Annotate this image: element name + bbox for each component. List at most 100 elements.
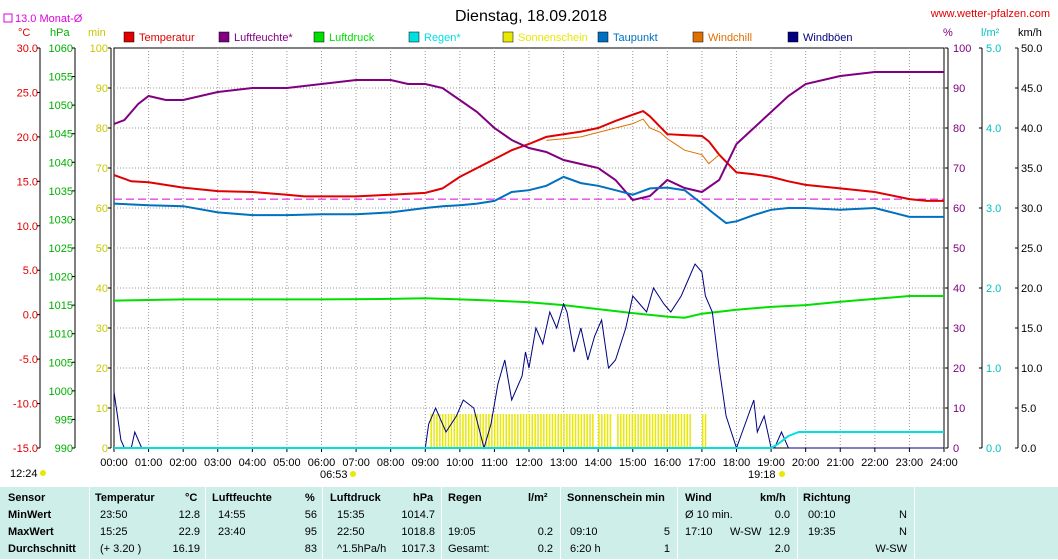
temp-axis-tick: 10.0 [17,221,38,233]
sunshine-bar [701,414,704,448]
x-tick: 11:00 [481,457,508,469]
col-divider [205,487,206,559]
temp-axis-tick: 15.0 [17,176,38,188]
series-lines [113,71,944,450]
sunshine-bar [522,414,525,448]
kmh-axis-tick: 45.0 [1021,83,1042,95]
min-axis-tick: 30 [96,323,108,335]
sunset-sun-icon [779,471,785,477]
cell-hum-val: 83 [304,543,317,555]
hpa-axis-tick: 1015 [49,300,73,312]
min-axis-tick: 100 [90,43,108,55]
sunshine-bar [689,414,691,448]
sunshine-bar [528,414,531,448]
x-tick: 13:00 [550,457,578,469]
legend-entry: Regen* [424,32,461,44]
cell-press-val: 1018.8 [401,526,435,538]
unit-kmh: km/h [1018,27,1042,39]
sunshine-bar [663,414,665,448]
kmh-axis-tick: 10.0 [1021,363,1042,375]
cell-label: Durchschnitt [8,543,76,555]
header-rain-unit: l/m² [528,492,548,504]
percent-axis-tick: 90 [953,83,965,95]
min-axis-tick: 50 [96,243,108,255]
sunshine-bar [569,414,571,448]
sunshine-bar [540,414,542,448]
weather-chart: 30.0 25.0 20.0 15.0 10.0 5.0 0.0 -5.0 -10.0 -15.0… [3,8,1050,481]
temp-axis-tick: 30.0 [17,43,38,55]
cell-hum-time: 14:55 [218,509,246,521]
series-taupunkt [113,175,944,225]
sunshine-bar [493,414,496,448]
sun-marker-icon [40,470,46,476]
sunshine-bar [634,414,637,448]
hpa-axis-tick: 1040 [49,157,73,169]
temp-axis-tick: -5.0 [19,354,38,366]
monat-avg-label: 13.0 Monat-Ø [15,13,83,25]
sunrise-label: 06:53 [320,469,348,481]
sunshine-bar [519,414,522,448]
percent-axis-tick: 10 [953,403,965,415]
table-row: Durchschnitt (+ 3.20 ) 16.19 83 ^1.5hPa/h 101… [0,543,1058,560]
temp-axis-tick: 20.0 [17,132,38,144]
sunshine-bar [666,414,668,448]
sunshine-bar [657,414,660,448]
cell-press-val: 1014.7 [401,509,435,521]
hpa-axis-tick: 1000 [49,386,73,398]
table-header-row: Sensor Temperatur °C Luftfeuchte % Luftd… [0,492,1058,509]
percent-axis-tick: 80 [953,123,965,135]
sunshine-bar [640,414,642,448]
sunshine-bar [436,414,438,448]
start-time-label: 12:24 [10,468,38,480]
stats-table: Sensor Temperatur °C Luftfeuchte % Luftd… [0,487,1058,559]
temp-axis-tick: -15.0 [13,443,38,455]
min-axis-tick: 70 [96,163,108,175]
cell-wind-val: 12.9 [768,526,790,538]
x-tick: 21:00 [826,457,854,469]
hpa-axis-tick: 1055 [49,72,73,84]
sunshine-bar [450,414,453,448]
unit-percent: % [943,27,953,39]
sunshine-bar [470,414,473,448]
header-hum: Luftfeuchte [212,492,272,504]
kmh-axis-tick: 35.0 [1021,163,1042,175]
percent-axis-tick: 100 [953,43,971,55]
cell-wind-label: 17:10 [685,526,713,538]
cell-temp-val: 16.19 [172,543,200,555]
website-url[interactable]: www.wetter-pfalzen.com [930,8,1050,20]
header-sensor: Sensor [8,492,46,504]
x-tick: 19:00 [757,457,785,469]
sunshine-bars [430,414,707,448]
cell-rain-time: 19:05 [448,526,476,538]
percent-axis-tick: 20 [953,363,965,375]
hpa-axis-tick: 995 [55,414,73,426]
legend-entry: Windböen [803,32,853,44]
sunshine-bar [514,414,516,448]
cell-press-time: ^1.5hPa/h [337,543,387,555]
cell-hum-val: 95 [304,526,317,538]
header-dir: Richtung [803,492,851,504]
sunshine-bar [660,414,663,448]
percent-axis-tick: 30 [953,323,965,335]
sunshine-bar [589,414,591,448]
min-axis-tick: 40 [96,283,108,295]
legend-swatch [597,31,609,43]
sunshine-bar [517,414,519,448]
col-divider [677,487,678,559]
header-temp-unit: °C [185,492,198,504]
sunshine-bar [531,414,534,448]
sunshine-bar [491,414,493,448]
chart-title: Dienstag, 18.09.2018 [455,8,607,25]
chart-legend: Temperatur Luftfeuchte* Luftdruck Regen* Son… [123,31,853,44]
sunshine-bar [571,414,574,448]
sunshine-bar [447,414,450,448]
sunshine-bar [683,414,686,448]
x-tick: 00:00 [100,457,128,469]
cell-hum-time: 23:40 [218,526,246,538]
header-hum-unit: % [305,492,315,504]
hpa-axis-tick: 1045 [49,129,73,141]
x-tick: 09:00 [411,457,439,469]
sunshine-bar [631,414,634,448]
x-tick: 01:00 [135,457,163,469]
x-tick: 16:00 [654,457,682,469]
